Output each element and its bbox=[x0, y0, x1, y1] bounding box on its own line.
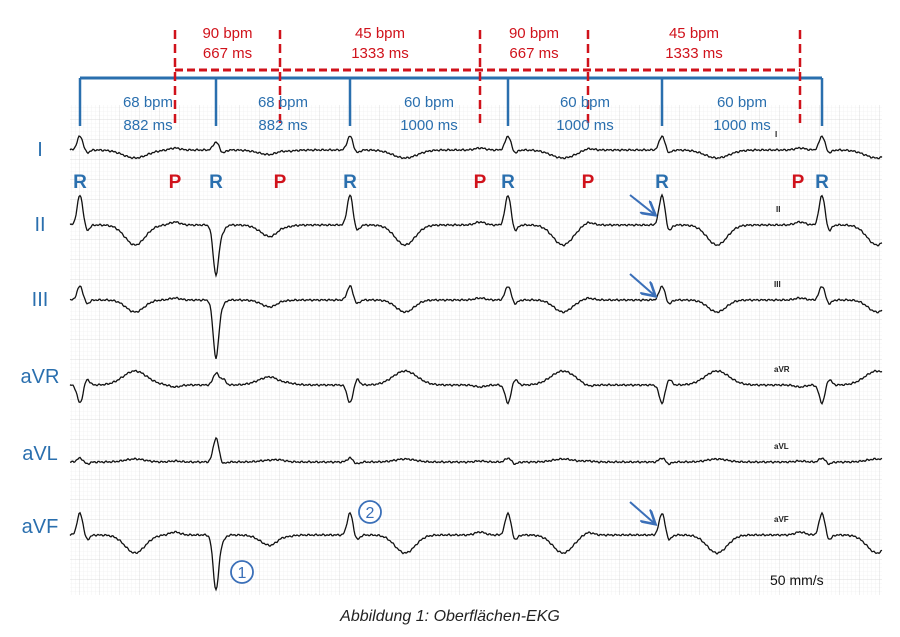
trace-label-aVL: aVL bbox=[774, 442, 789, 451]
ventricular-rate: 60 bpm bbox=[404, 94, 454, 111]
r-wave-marker: R bbox=[209, 172, 223, 193]
ecg-grid bbox=[70, 105, 882, 595]
arrow-icon bbox=[629, 501, 654, 523]
annotation-circle bbox=[358, 500, 382, 524]
atrial-interval: 1333 ms bbox=[665, 45, 723, 62]
annotation-number: 1 bbox=[238, 565, 247, 582]
atrial-rate: 45 bpm bbox=[669, 25, 719, 42]
p-wave-marker: P bbox=[169, 172, 182, 193]
ventricular-rate: 60 bpm bbox=[560, 94, 610, 111]
ecg-trace-aVF bbox=[69, 511, 883, 592]
lead-label-aVF: aVF bbox=[22, 516, 59, 538]
atrial-interval: 667 ms bbox=[203, 45, 252, 62]
atrial-interval: 667 ms bbox=[509, 45, 558, 62]
annotation-circle bbox=[230, 560, 254, 584]
ventricular-interval: 1000 ms bbox=[400, 117, 458, 134]
ventricular-rate: 60 bpm bbox=[717, 94, 767, 111]
trace-label-II: II bbox=[776, 205, 780, 214]
ventricular-interval: 1000 ms bbox=[713, 117, 771, 134]
ecg-trace-aVL bbox=[69, 436, 883, 466]
lead-label-III: III bbox=[32, 289, 49, 311]
ventricular-interval: 882 ms bbox=[123, 117, 172, 134]
atrial-interval: 1333 ms bbox=[351, 45, 409, 62]
lead-label-I: I bbox=[37, 139, 43, 161]
ventricular-interval: 882 ms bbox=[258, 117, 307, 134]
arrow-icon bbox=[629, 194, 654, 214]
annotation-number: 2 bbox=[366, 505, 375, 522]
figure-caption: Abbildung 1: Oberflächen-EKG bbox=[340, 608, 560, 625]
ecg-trace-aVR bbox=[69, 369, 883, 405]
ecg-trace-II bbox=[69, 193, 883, 278]
lead-label-aVR: aVR bbox=[21, 366, 60, 388]
p-wave-marker: P bbox=[582, 172, 595, 193]
ventricular-interval: 1000 ms bbox=[556, 117, 614, 134]
r-wave-marker: R bbox=[501, 172, 515, 193]
atrial-rate: 45 bpm bbox=[355, 25, 405, 42]
trace-label-aVF: aVF bbox=[774, 515, 789, 524]
r-wave-marker: R bbox=[815, 172, 829, 193]
ventricular-rate: 68 bpm bbox=[123, 94, 173, 111]
trace-label-III: III bbox=[774, 280, 781, 289]
trace-label-I: I bbox=[775, 130, 777, 139]
atrial-rate: 90 bpm bbox=[202, 25, 252, 42]
ecg-trace-I bbox=[69, 135, 883, 160]
ventricular-rate: 68 bpm bbox=[258, 94, 308, 111]
atrial-rate: 90 bpm bbox=[509, 25, 559, 42]
r-wave-marker: R bbox=[73, 172, 87, 193]
p-wave-marker: P bbox=[274, 172, 287, 193]
lead-label-aVL: aVL bbox=[22, 443, 58, 465]
p-wave-marker: P bbox=[792, 172, 805, 193]
lead-label-II: II bbox=[34, 214, 45, 236]
trace-label-aVR: aVR bbox=[774, 365, 790, 374]
r-wave-marker: R bbox=[343, 172, 357, 193]
ecg-trace-III bbox=[69, 284, 883, 359]
p-wave-marker: P bbox=[474, 172, 487, 193]
paper-speed: 50 mm/s bbox=[770, 572, 824, 588]
arrow-icon bbox=[629, 273, 654, 295]
r-wave-marker: R bbox=[655, 172, 669, 193]
